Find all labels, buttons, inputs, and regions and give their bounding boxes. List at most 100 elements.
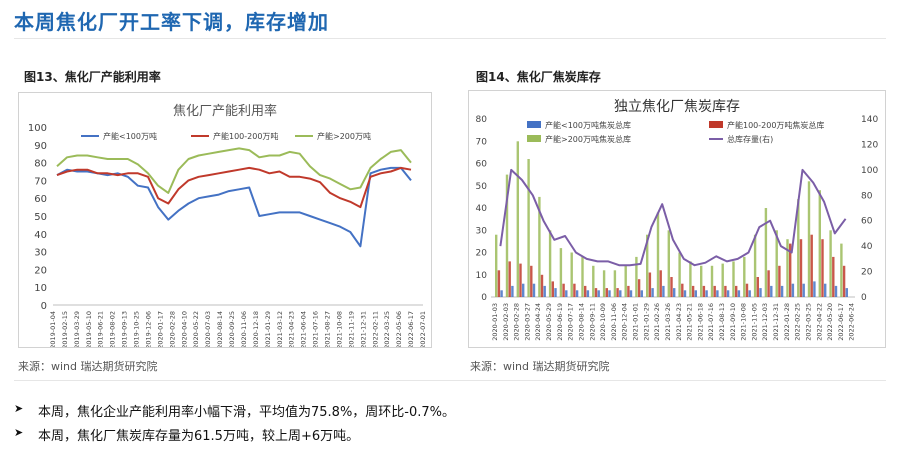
x-tick-label: 2020-02-28 xyxy=(168,311,176,347)
inventory-bar xyxy=(651,288,654,297)
inventory-bar xyxy=(500,290,503,297)
bottom-divider xyxy=(14,380,886,381)
inventory-bar xyxy=(565,290,568,297)
y-tick-label: 10 xyxy=(34,283,47,294)
inventory-bar xyxy=(570,252,573,297)
inventory-bar xyxy=(637,279,641,297)
left-figure-caption: 图13、焦化厂产能利用率 xyxy=(24,70,161,84)
inventory-bar xyxy=(753,234,757,297)
inventory-bar xyxy=(694,290,697,297)
inventory-bar xyxy=(764,208,768,297)
legend-label: 产能100-200万吨焦炭总库 xyxy=(727,120,824,130)
legend-label: 产能>200万吨焦炭总库 xyxy=(545,134,631,144)
bullet-text: 本周，焦化企业产能利用率小幅下滑，平均值为75.8%，周环比-0.7%。 xyxy=(38,405,456,420)
inventory-bar xyxy=(840,243,843,297)
x-tick-label: 2020-08-14 xyxy=(216,311,224,347)
inventory-bar xyxy=(799,239,803,297)
y-tick-label: 30 xyxy=(476,226,488,236)
x-tick-label: 2020-09-11 xyxy=(588,303,596,341)
inventory-bar xyxy=(505,174,509,297)
x-tick-label: 2021-03-12 xyxy=(276,311,284,347)
y-tick-label: 80 xyxy=(34,159,47,170)
inventory-bar xyxy=(791,283,795,297)
chart-title: 独立焦化厂焦炭库存 xyxy=(614,99,740,115)
x-tick-label: 2020-06-19 xyxy=(556,303,564,341)
series-line xyxy=(56,166,412,209)
legend-label: 产能>200万吨 xyxy=(317,131,371,141)
inventory-bar xyxy=(829,230,832,298)
x-tick-label: 2020-10-09 xyxy=(599,303,607,341)
x-tick-label: 2022-03-25 xyxy=(383,311,391,347)
y-tick-label: 70 xyxy=(34,176,47,187)
inventory-bar xyxy=(705,290,708,297)
inventory-bar xyxy=(559,248,563,297)
title-divider xyxy=(14,38,886,39)
bullet-list: ➤ 本周，焦化企业产能利用率小幅下滑，平均值为75.8%，周环比-0.7%。 ➤… xyxy=(14,400,884,448)
x-tick-label: 2022-03-25 xyxy=(804,303,812,341)
inventory-bar xyxy=(602,270,606,297)
inventory-bar xyxy=(700,265,703,297)
inventory-bar xyxy=(681,283,684,297)
inventory-bar xyxy=(789,243,792,297)
y-tick-label: 0 xyxy=(481,293,487,303)
y2-tick-label: 0 xyxy=(861,293,867,303)
inventory-bar xyxy=(519,263,522,297)
inventory-bar xyxy=(629,290,633,297)
x-tick-label: 2019-10-25 xyxy=(133,311,141,347)
x-tick-label: 2020-01-03 xyxy=(491,303,499,341)
inventory-bar xyxy=(624,265,627,297)
right-figure-caption: 图14、焦化厂焦炭库存 xyxy=(476,70,601,84)
x-tick-label: 2019-09-13 xyxy=(121,311,129,347)
x-tick-label: 2021-06-04 xyxy=(300,311,308,347)
y-tick-label: 60 xyxy=(34,194,47,205)
y2-tick-label: 60 xyxy=(861,217,873,227)
right-chart-frame: 独立焦化厂焦炭库存 产能<100万吨焦炭总库 产能100-200万吨焦炭总库 产能>2… xyxy=(468,90,886,348)
x-tick-label: 2019-08-02 xyxy=(109,311,117,347)
y-tick-label: 30 xyxy=(34,248,47,259)
y-tick-label: 80 xyxy=(476,115,488,125)
inventory-bar xyxy=(540,274,544,298)
x-tick-label: 2020-02-28 xyxy=(513,303,521,341)
inventory-bar xyxy=(724,285,727,297)
left-chart-frame: 焦化厂产能利用率 产能<100万吨 产能100-200万吨 产能>200万吨 0 10 20… xyxy=(18,92,432,349)
legend-swatch xyxy=(527,135,541,142)
y-tick-label: 40 xyxy=(34,230,47,241)
inventory-bar xyxy=(832,256,835,297)
x-tick-label: 2020-08-14 xyxy=(577,303,585,341)
inventory-bar xyxy=(683,290,687,297)
inventory-bar xyxy=(797,199,800,297)
inventory-bar xyxy=(597,290,600,297)
y-tick-label: 60 xyxy=(476,160,488,170)
inventory-bar xyxy=(678,252,681,297)
y-tick-label: 0 xyxy=(41,301,47,312)
x-tick-label: 2019-06-21 xyxy=(97,311,105,347)
x-tick-label: 2021-08-27 xyxy=(324,311,332,347)
inventory-bar xyxy=(562,283,565,297)
inventory-bar xyxy=(616,288,619,297)
x-tick-label: 2021-12-31 xyxy=(359,311,367,347)
x-tick-label: 2022-05-20 xyxy=(826,303,834,341)
inventory-bar xyxy=(702,285,706,297)
inventory-bar xyxy=(807,181,811,297)
x-tick-label: 2022-02-11 xyxy=(371,311,379,347)
x-tick-label: 2020-05-22 xyxy=(192,311,200,347)
inventory-bar xyxy=(516,141,519,298)
x-tick-label: 2021-10-08 xyxy=(740,303,748,341)
inventory-bar xyxy=(716,290,719,297)
inventory-bar xyxy=(786,239,789,297)
inventory-bar xyxy=(748,290,751,297)
inventory-bar xyxy=(543,285,546,297)
inventory-bar xyxy=(670,277,673,297)
x-tick-label: 2019-01-04 xyxy=(49,311,57,347)
bullet-text: 本周，焦化厂焦炭库存量为61.5万吨，较上周+6万吨。 xyxy=(38,429,360,444)
y-tick-label: 40 xyxy=(476,204,488,214)
inventory-bar xyxy=(780,285,784,297)
x-tick-label: 2021-01-01 xyxy=(632,303,640,341)
y2-tick-label: 20 xyxy=(861,268,873,278)
y-tick-label: 100 xyxy=(28,123,47,134)
inventory-bar xyxy=(646,234,649,297)
inventory-bar xyxy=(710,265,714,297)
inventory-bar xyxy=(659,270,662,297)
inventory-bar xyxy=(656,212,660,297)
